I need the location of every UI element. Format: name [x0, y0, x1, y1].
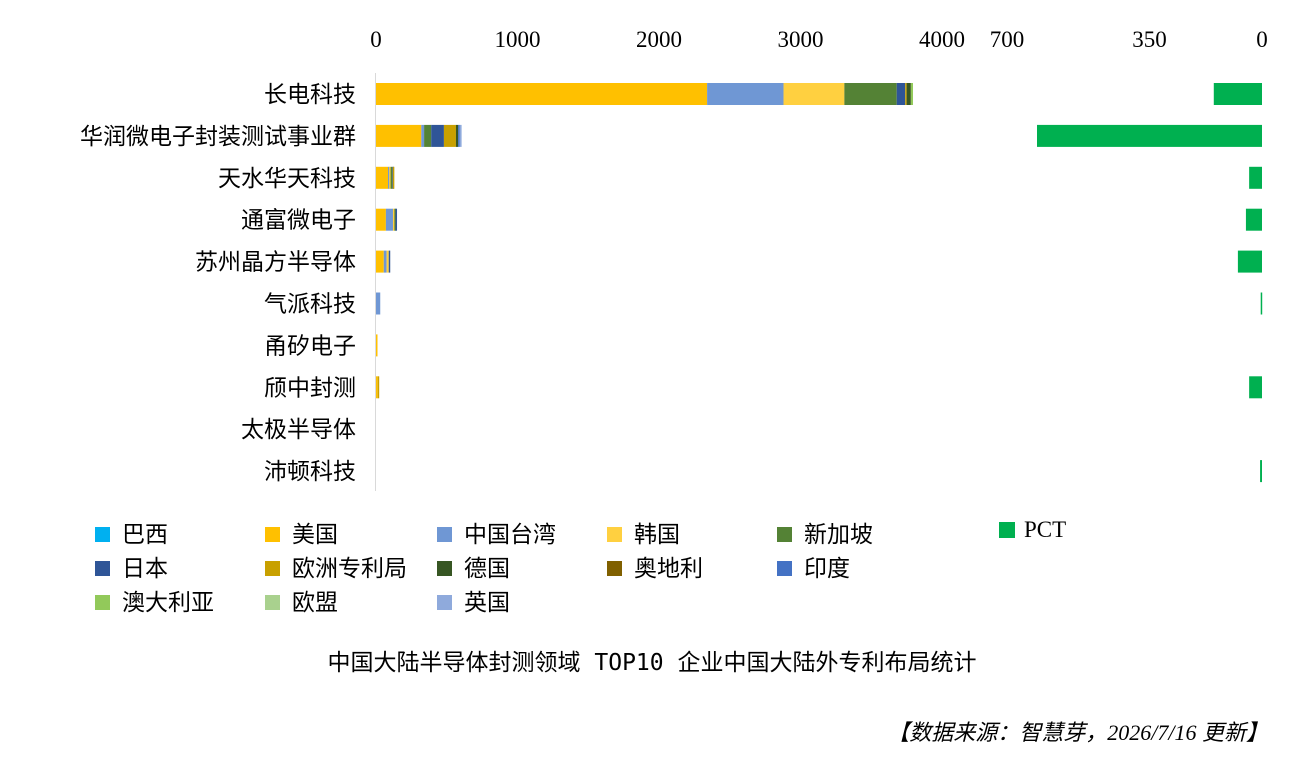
legend-swatch — [265, 561, 280, 576]
bar-segment — [376, 292, 381, 315]
pct-bar — [1037, 124, 1262, 147]
bar-segment — [390, 166, 393, 189]
legend-label: 日本 — [122, 556, 168, 582]
bar-segment — [376, 166, 389, 189]
legend-swatch — [265, 527, 280, 542]
left-x-axis: 0 1000 2000 3000 4000 — [370, 27, 965, 52]
legend-swatch — [777, 561, 792, 576]
bar-segment — [431, 124, 444, 147]
legend-label: 奥地利 — [634, 556, 703, 582]
legend-label: 英国 — [464, 590, 510, 616]
bar-segment — [395, 208, 398, 231]
category-label: 甬矽电子 — [264, 333, 356, 359]
bar-segment — [458, 124, 460, 147]
category-label: 通富微电子 — [241, 208, 356, 234]
legend-swatch — [437, 527, 452, 542]
category-label: 太极半导体 — [241, 417, 356, 443]
bar-segment — [844, 83, 897, 105]
legend-label: 韩国 — [634, 522, 680, 548]
bar-segment — [376, 334, 378, 357]
chart-title: 中国大陆半导体封测领域 TOP10 企业中国大陆外专利布局统计 — [328, 650, 977, 676]
bar-segment — [392, 166, 395, 189]
bar-segment — [424, 124, 432, 147]
bar-segment — [388, 250, 391, 273]
bar-segment — [910, 83, 913, 105]
right-axis-tick-label: 350 — [1132, 27, 1167, 52]
legend-swatch — [437, 595, 452, 610]
bar-segment — [376, 208, 386, 231]
bar-segment — [421, 124, 425, 147]
bar-segment — [376, 250, 384, 273]
left-axis-tick-label: 3000 — [778, 27, 824, 52]
right-axis-tick-label: 0 — [1256, 27, 1268, 52]
bar-segment — [783, 83, 845, 105]
legend-label: 新加坡 — [804, 522, 873, 548]
data-source-note: 【数据来源：智慧芽，2026/7/16 更新】 — [887, 720, 1268, 745]
category-label: 颀中封测 — [264, 375, 356, 401]
bar-segment — [896, 83, 906, 105]
pct-bar — [1249, 376, 1262, 399]
bar-segment — [459, 124, 462, 147]
right-x-axis: 700 350 0 — [990, 27, 1268, 52]
legend-label: 中国台湾 — [464, 522, 556, 548]
legend-label: 德国 — [464, 556, 510, 582]
bar-segment — [906, 83, 911, 105]
legend-swatch — [95, 595, 110, 610]
bar-segment — [376, 83, 708, 105]
legend-swatch — [265, 595, 280, 610]
bar-segment — [386, 250, 389, 273]
category-label: 长电科技 — [264, 82, 356, 108]
pct-bar — [1213, 83, 1262, 105]
legend-swatch — [607, 527, 622, 542]
category-label: 气派科技 — [264, 292, 356, 318]
left-axis-tick-label: 2000 — [636, 27, 682, 52]
pct-bar — [1237, 250, 1262, 273]
legend-label: 澳大利亚 — [122, 590, 214, 616]
category-label: 沛顿科技 — [264, 459, 356, 485]
legend-label: 欧盟 — [292, 590, 338, 616]
bar-segment — [388, 166, 390, 189]
legend-swatch — [777, 527, 792, 542]
legend-swatch — [999, 522, 1015, 538]
legend-label: 美国 — [292, 522, 338, 548]
legend-label: 巴西 — [122, 522, 168, 548]
right-axis-tick-label: 700 — [990, 27, 1025, 52]
bar-segment — [389, 166, 391, 189]
category-labels: 长电科技华润微电子封装测试事业群天水华天科技通富微电子苏州晶方半导体气派科技甬矽… — [80, 82, 356, 485]
bar-segment — [392, 208, 395, 231]
left-axis-tick-label: 1000 — [495, 27, 541, 52]
bar-segment — [707, 83, 784, 105]
pct-bars — [1037, 83, 1263, 483]
category-label: 华润微电子封装测试事业群 — [80, 124, 356, 150]
category-label: 天水华天科技 — [218, 166, 356, 192]
legend-label: 印度 — [804, 556, 850, 582]
bar-segment — [383, 250, 387, 273]
bar-segment — [394, 208, 396, 231]
bar-segment — [377, 376, 380, 399]
stacked-bars — [376, 83, 913, 399]
bar-segment — [376, 124, 422, 147]
legend-swatch — [95, 561, 110, 576]
pct-bar — [1260, 460, 1262, 483]
bar-segment — [905, 83, 907, 105]
bar-segment — [385, 208, 393, 231]
bar-segment — [376, 376, 378, 399]
bar-segment — [455, 124, 459, 147]
left-axis-tick-label: 4000 — [919, 27, 965, 52]
bar-segment — [443, 124, 456, 147]
legend-swatch — [607, 561, 622, 576]
pct-bar — [1249, 166, 1262, 189]
pct-bar — [1245, 208, 1262, 231]
left-axis-tick-label: 0 — [370, 27, 382, 52]
pct-bar — [1260, 292, 1263, 315]
legend-label: 欧洲专利局 — [292, 556, 407, 582]
legend-swatch — [437, 561, 452, 576]
legend-label: PCT — [1024, 517, 1066, 542]
legend-swatch — [95, 527, 110, 542]
category-label: 苏州晶方半导体 — [195, 250, 356, 276]
